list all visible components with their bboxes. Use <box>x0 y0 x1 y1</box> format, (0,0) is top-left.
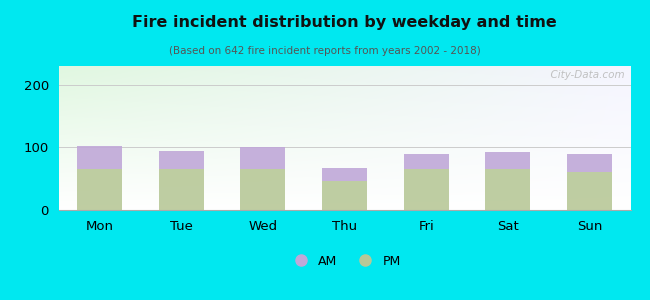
Bar <box>240 169 285 210</box>
Bar <box>240 147 285 169</box>
Bar <box>486 152 530 169</box>
Bar <box>77 169 122 210</box>
Bar <box>322 181 367 210</box>
Bar <box>567 154 612 172</box>
Bar <box>322 168 367 181</box>
Bar <box>159 151 203 169</box>
Bar <box>77 146 122 169</box>
Legend: AM, PM: AM, PM <box>283 250 406 273</box>
Title: Fire incident distribution by weekday and time: Fire incident distribution by weekday an… <box>132 15 557 30</box>
Text: (Based on 642 fire incident reports from years 2002 - 2018): (Based on 642 fire incident reports from… <box>169 46 481 56</box>
Bar <box>159 169 203 210</box>
Text: City-Data.com: City-Data.com <box>544 70 625 80</box>
Bar <box>486 169 530 210</box>
Bar <box>404 169 448 210</box>
Bar <box>567 172 612 210</box>
Bar <box>404 154 448 169</box>
